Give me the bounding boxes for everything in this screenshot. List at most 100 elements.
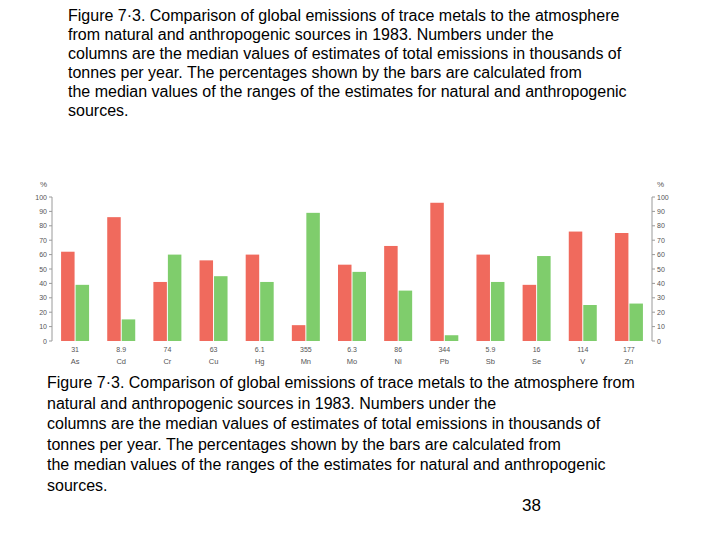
category-label: Cu (209, 357, 219, 366)
total-label: 74 (163, 346, 171, 353)
y2-tick (652, 254, 655, 255)
y-tick-label: 20 (39, 309, 47, 316)
y2-tick (652, 297, 655, 298)
y2-tick-label: 40 (657, 280, 665, 287)
total-label: 177 (623, 346, 635, 353)
y-tick (49, 269, 52, 270)
bar (399, 291, 413, 341)
y2-tick (652, 341, 655, 342)
total-label: 8.9 (116, 346, 126, 353)
category-label: Pb (440, 357, 449, 366)
y-tick-label: 100 (35, 194, 47, 201)
bar (168, 255, 182, 341)
y2-tick-label: 60 (657, 251, 665, 258)
bar (615, 233, 629, 341)
bar (384, 246, 398, 341)
bars (61, 203, 643, 341)
y2-tick-label: 100 (657, 194, 669, 201)
bar (491, 282, 505, 341)
category-label: Sb (486, 357, 495, 366)
bar (153, 282, 167, 341)
y-tick-label: 80 (39, 222, 47, 229)
total-label: 344 (438, 346, 450, 353)
total-label: 6.3 (347, 346, 357, 353)
bar (583, 305, 597, 341)
bar (214, 276, 228, 341)
category-label: Hg (255, 357, 265, 366)
y2-tick-label: 80 (657, 222, 665, 229)
y-tick (49, 283, 52, 284)
y-axis-label: % (40, 180, 47, 189)
y-tick-label: 10 (39, 323, 47, 330)
category-label: Zn (625, 357, 634, 366)
total-label: 355 (300, 346, 312, 353)
bar (246, 255, 260, 341)
y2-tick (652, 240, 655, 241)
category-label: Mn (301, 357, 311, 366)
bar (629, 304, 643, 341)
total-label: 16 (533, 346, 541, 353)
category-label: Cd (116, 357, 126, 366)
y-tick-label: 30 (39, 294, 47, 301)
y-tick (49, 211, 52, 212)
y2-tick-label: 70 (657, 237, 665, 244)
y2-tick (652, 312, 655, 313)
total-label: 5.9 (486, 346, 496, 353)
y-tick (49, 297, 52, 298)
bar (292, 325, 306, 341)
total-label: 31 (71, 346, 79, 353)
y-tick-label: 0 (43, 338, 47, 345)
y-tick (49, 326, 52, 327)
y-tick-label: 50 (39, 266, 47, 273)
y2-tick (652, 283, 655, 284)
page-number: 38 (522, 496, 541, 516)
y-tick-label: 60 (39, 251, 47, 258)
y2-tick (652, 225, 655, 226)
bottom-caption: Figure 7·3. Comparison of global emissio… (47, 373, 635, 497)
y2-tick-label: 50 (657, 266, 665, 273)
bar (523, 285, 537, 341)
y-tick (49, 341, 52, 342)
bar (430, 203, 444, 341)
y2-tick-label: 0 (657, 338, 661, 345)
bar (122, 319, 136, 341)
y2-tick-label: 10 (657, 323, 665, 330)
y2-tick (652, 326, 655, 327)
category-label: As (71, 357, 80, 366)
category-label: Ni (395, 357, 402, 366)
y-tick (49, 225, 52, 226)
bar (200, 260, 214, 341)
y-tick (49, 312, 52, 313)
y-tick (49, 240, 52, 241)
bar (107, 217, 121, 341)
bar (306, 213, 320, 341)
bar (338, 265, 352, 341)
category-label: Se (532, 357, 541, 366)
chart: 0102030405060708090100010203040506070809… (0, 0, 720, 540)
top-caption: Figure 7·3. Comparison of global emissio… (68, 6, 627, 120)
y2-tick-label: 90 (657, 208, 665, 215)
bar (537, 256, 551, 341)
y-tick (49, 254, 52, 255)
y-tick (49, 197, 52, 198)
bar (76, 285, 90, 341)
y-tick-label: 90 (39, 208, 47, 215)
total-label: 86 (394, 346, 402, 353)
bar (61, 252, 74, 341)
category-label: Mo (347, 357, 357, 366)
bar (260, 282, 274, 341)
total-label: 114 (577, 346, 588, 353)
total-label: 6.1 (255, 346, 265, 353)
total-label: 63 (210, 346, 218, 353)
bar (445, 335, 459, 341)
y2-tick-label: 20 (657, 309, 665, 316)
bar (476, 255, 490, 341)
y-tick-label: 70 (39, 237, 47, 244)
y2-axis-label: % (657, 180, 664, 189)
y-tick-label: 40 (39, 280, 47, 287)
y2-tick (652, 211, 655, 212)
bar (353, 272, 367, 341)
y2-tick (652, 269, 655, 270)
category-label: Cr (163, 357, 171, 366)
bar (569, 232, 583, 341)
